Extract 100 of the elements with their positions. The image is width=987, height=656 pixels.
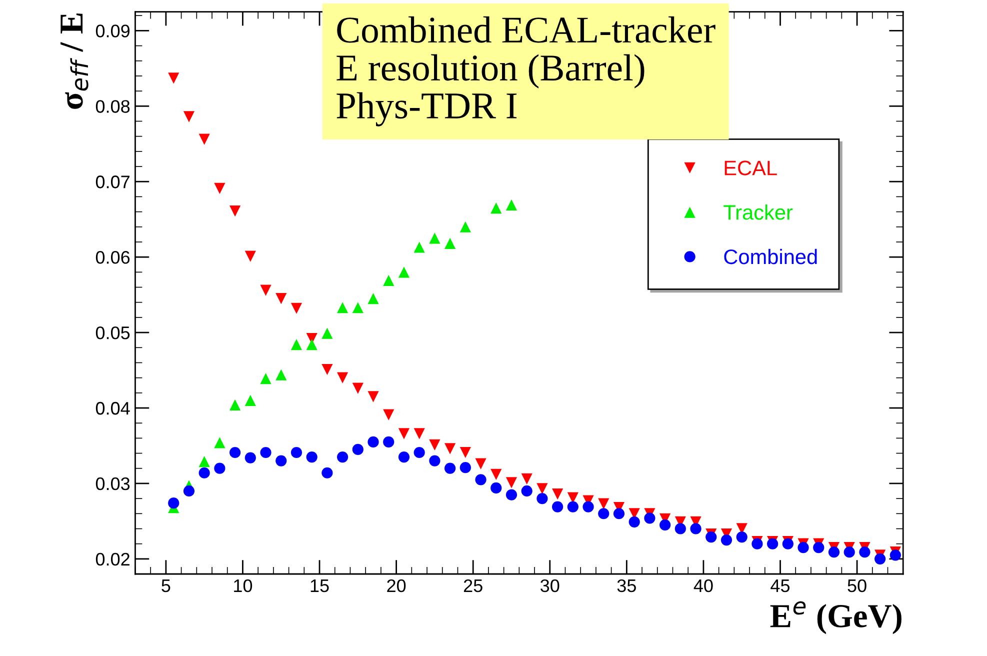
x-tick-label: 50 bbox=[848, 579, 866, 592]
point bbox=[613, 508, 625, 520]
point bbox=[506, 477, 518, 488]
point bbox=[429, 232, 440, 244]
point bbox=[536, 483, 548, 494]
x-tick-label: 45 bbox=[770, 580, 790, 592]
point bbox=[536, 492, 548, 504]
point bbox=[490, 202, 502, 214]
point bbox=[414, 242, 425, 253]
point bbox=[628, 516, 640, 528]
point bbox=[214, 437, 226, 448]
point bbox=[429, 439, 440, 451]
text: Combined ECAL-tracker E resolution (Barrel) Phys-TDR I bbox=[336, 16, 716, 126]
point bbox=[429, 455, 440, 466]
point bbox=[890, 550, 901, 561]
point bbox=[844, 546, 855, 558]
point bbox=[322, 328, 333, 339]
point bbox=[490, 468, 502, 480]
point bbox=[168, 72, 180, 84]
point bbox=[736, 531, 748, 543]
point bbox=[506, 489, 518, 500]
point bbox=[521, 485, 532, 497]
point bbox=[260, 446, 272, 458]
point bbox=[690, 523, 702, 534]
x-tick-label: 15 bbox=[310, 580, 329, 592]
y-tick-label: 0.05 bbox=[96, 326, 130, 340]
y-tick-label: 0.08 bbox=[96, 100, 130, 113]
point bbox=[444, 238, 456, 250]
point bbox=[490, 482, 502, 494]
x-axis-title: E$^{e}$ (GeV) bbox=[770, 601, 902, 634]
point bbox=[168, 498, 180, 509]
point bbox=[521, 473, 532, 484]
point bbox=[706, 531, 717, 543]
point bbox=[552, 488, 564, 500]
y-tick-label: 0.02 bbox=[96, 552, 130, 566]
point bbox=[322, 364, 333, 376]
y-tick-label: 0.09 bbox=[96, 24, 130, 38]
y-axis-title: σ$_{eff}$ / E bbox=[60, 14, 88, 109]
point bbox=[229, 399, 241, 411]
y-tick-label: 0.03 bbox=[96, 477, 130, 490]
point bbox=[552, 501, 564, 512]
point bbox=[198, 134, 210, 145]
point bbox=[383, 436, 394, 448]
point bbox=[506, 199, 518, 211]
point bbox=[183, 485, 195, 497]
point bbox=[674, 523, 686, 534]
point bbox=[260, 372, 272, 384]
point bbox=[598, 508, 610, 520]
x-tick-label: 40 bbox=[694, 579, 713, 592]
y-tick-label: 0.06 bbox=[96, 250, 130, 264]
point bbox=[660, 519, 671, 531]
point bbox=[276, 369, 287, 380]
point bbox=[398, 451, 410, 463]
point bbox=[352, 302, 364, 314]
point bbox=[352, 444, 364, 456]
point bbox=[874, 553, 886, 564]
point bbox=[183, 111, 195, 122]
point bbox=[352, 382, 364, 394]
point bbox=[398, 266, 410, 278]
x-tick-label: 25 bbox=[464, 579, 482, 592]
point bbox=[582, 501, 594, 512]
point bbox=[414, 428, 425, 440]
point bbox=[383, 409, 394, 420]
point bbox=[198, 456, 210, 468]
point bbox=[244, 452, 256, 464]
point bbox=[214, 182, 226, 194]
point bbox=[244, 394, 256, 406]
point bbox=[260, 284, 272, 296]
point bbox=[567, 501, 578, 512]
point bbox=[336, 302, 348, 314]
point bbox=[306, 339, 318, 350]
point bbox=[368, 293, 379, 304]
point bbox=[813, 542, 824, 554]
legend-label: ECAL bbox=[724, 160, 777, 176]
point bbox=[306, 451, 318, 463]
point bbox=[214, 462, 226, 474]
point bbox=[460, 462, 471, 474]
point bbox=[336, 372, 348, 384]
point bbox=[244, 250, 256, 262]
point bbox=[383, 274, 394, 286]
point bbox=[475, 474, 486, 486]
point bbox=[229, 205, 241, 217]
point bbox=[798, 542, 809, 554]
point bbox=[444, 462, 456, 474]
point bbox=[859, 546, 870, 558]
point bbox=[828, 546, 840, 558]
legend-label: Tracker bbox=[724, 204, 793, 220]
point bbox=[444, 443, 456, 454]
y-tick-label: 0.04 bbox=[96, 402, 130, 415]
legend-label: Combined bbox=[724, 248, 817, 264]
point bbox=[398, 428, 410, 440]
point bbox=[276, 455, 287, 466]
point bbox=[720, 534, 732, 546]
point bbox=[290, 446, 302, 458]
point bbox=[368, 436, 379, 448]
x-tick-label: 5 bbox=[162, 580, 170, 592]
x-tick-label: 30 bbox=[540, 579, 560, 592]
point bbox=[460, 221, 471, 232]
point bbox=[368, 391, 379, 402]
point bbox=[336, 451, 348, 463]
